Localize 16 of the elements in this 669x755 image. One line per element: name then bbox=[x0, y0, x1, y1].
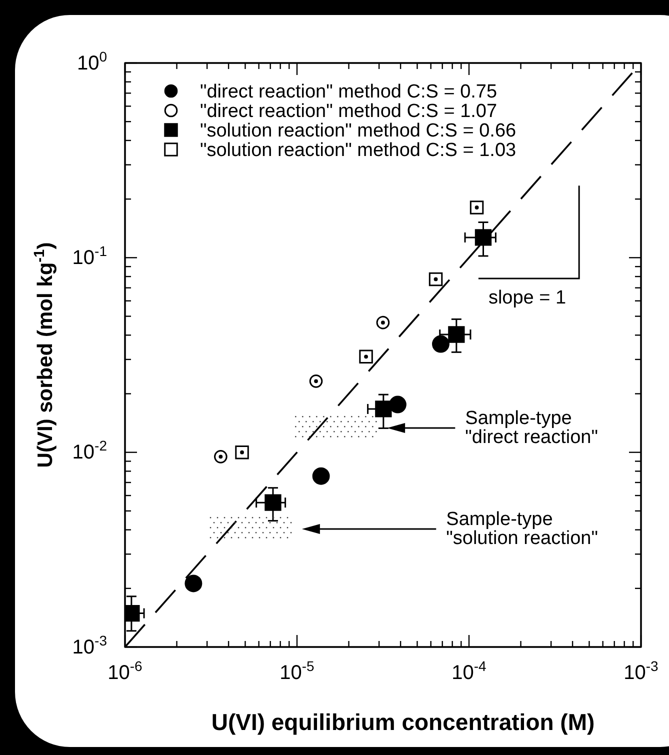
x-tick-label: 10$^{-4}$ bbox=[452, 658, 487, 684]
x-tick-label: 10$^{-3}$ bbox=[624, 658, 659, 684]
y-tick-label: 10$^{-3}$ bbox=[72, 632, 108, 658]
y-tick-label: 10$^{-2}$ bbox=[72, 438, 108, 464]
x-tick-label: 10$^{-6}$ bbox=[108, 658, 143, 684]
annotation: Sample-type "direct reaction" bbox=[465, 408, 598, 448]
legend-label: "direct reaction" method C:S = 0.75 bbox=[200, 82, 498, 102]
legend-label: "solution reaction" method C:S = 0.66 bbox=[200, 120, 516, 142]
y-tick-label: 10$^{-1}$ bbox=[72, 243, 108, 270]
annotation: slope = 1 bbox=[488, 287, 566, 308]
x-tick-label: 10$^{-5}$ bbox=[280, 658, 315, 684]
annotation: Sample-type "solution reaction" bbox=[446, 509, 598, 550]
legend-label: "solution reaction" method C:S = 1.03 bbox=[200, 140, 516, 161]
y-tick-label: 10$^{0}$ bbox=[76, 48, 108, 74]
legend-label: "direct reaction" method C:S = 1.07 bbox=[200, 101, 498, 122]
x-axis-title: U(VI) equilibrium concentration (M) bbox=[211, 709, 595, 735]
